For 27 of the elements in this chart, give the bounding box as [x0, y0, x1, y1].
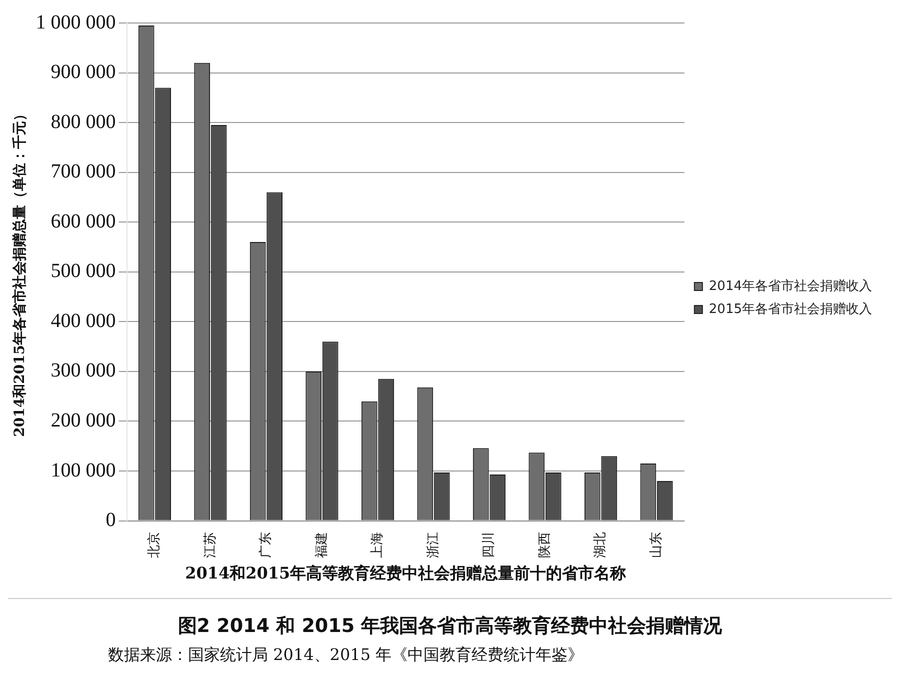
y-tick-label: 1 000 000	[36, 11, 116, 34]
x-tick-label: 山东	[648, 532, 664, 558]
y-tick-label: 500 000	[50, 260, 116, 282]
y-tick-label: 400 000	[50, 310, 116, 332]
y-tick-label: 800 000	[50, 110, 116, 133]
x-tick-label: 湖北	[593, 532, 608, 558]
y-axis-title: 2014和2015年各省市社会捐赠总量（单位：千元）	[11, 106, 28, 437]
x-tick-label: 陕西	[537, 532, 552, 558]
x-tick-label: 福建	[314, 532, 330, 558]
x-tick-label: 上海	[370, 532, 386, 558]
x-tick-label: 北京	[147, 532, 162, 558]
legend-label: 2014年各省市社会捐赠收入	[708, 278, 872, 294]
y-tick-label: 0	[106, 509, 116, 532]
legend-label: 2015年各省市社会捐赠收入	[708, 302, 872, 317]
y-tick-label: 100 000	[50, 459, 116, 482]
y-tick-label: 200 000	[50, 409, 116, 432]
source-note: 数据来源：国家统计局 2014、2015 年《中国教育经费统计年鉴》	[108, 645, 585, 666]
y-tick-label: 300 000	[50, 360, 116, 382]
x-tick-label: 浙江	[426, 532, 441, 558]
x-tick-label: 广东	[258, 532, 274, 558]
y-tick-label: 700 000	[50, 160, 116, 183]
x-tick-label: 江苏	[202, 532, 218, 558]
y-tick-label: 600 000	[50, 210, 116, 232]
text: 图2 2014 和 2015 年我国各省市高等教育经费中社会捐赠情况	[176, 614, 724, 639]
x-axis-title: 2014和2015年高等教育经费中社会捐赠总量前十的省市名称	[185, 564, 626, 583]
y-tick-label: 900 000	[50, 61, 116, 84]
x-tick-label: 四川	[482, 532, 497, 558]
